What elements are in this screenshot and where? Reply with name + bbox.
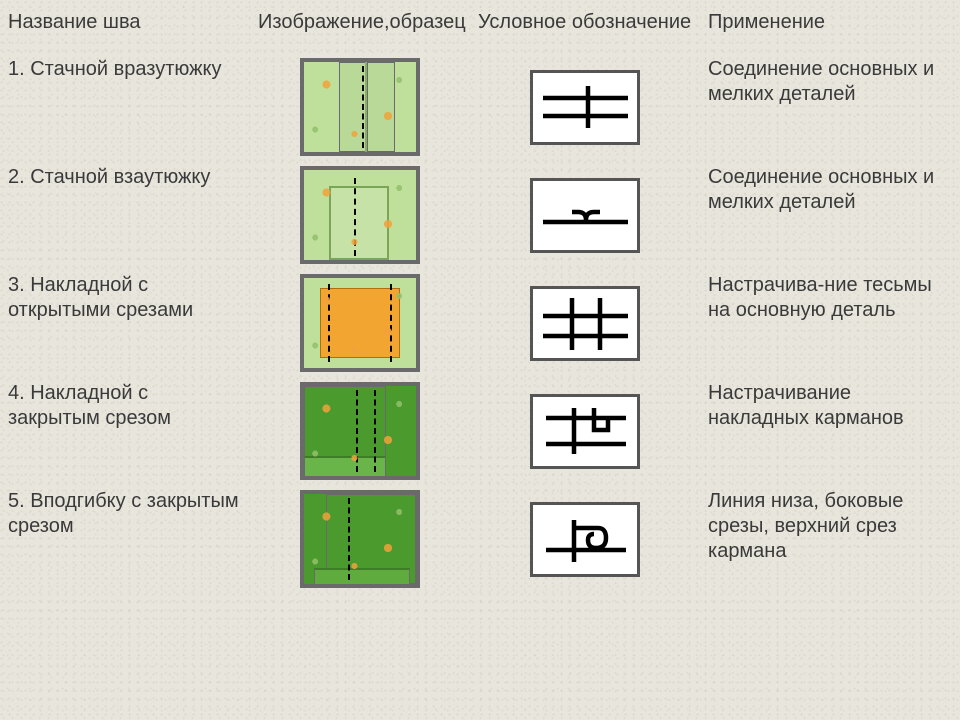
header-symbol: Условное обозначение bbox=[470, 0, 700, 53]
row-image bbox=[250, 269, 470, 377]
row-symbol bbox=[470, 485, 700, 593]
row-image bbox=[250, 485, 470, 593]
row-usage: Настрачивание накладных карманов bbox=[700, 377, 960, 485]
header-image: Изображение,образец bbox=[250, 0, 470, 53]
header-usage: Применение bbox=[700, 0, 960, 53]
row-name: 5. Вподгибку с закрытым срезом bbox=[0, 485, 250, 593]
row-symbol bbox=[470, 377, 700, 485]
fabric-sample-icon bbox=[300, 274, 420, 372]
row-symbol bbox=[470, 53, 700, 161]
row-image bbox=[250, 161, 470, 269]
fabric-sample-icon bbox=[300, 58, 420, 156]
row-usage: Линия низа, боковые срезы, верхний срез … bbox=[700, 485, 960, 593]
fabric-sample-icon bbox=[300, 382, 420, 480]
seam-symbol-icon bbox=[530, 502, 640, 577]
row-symbol bbox=[470, 161, 700, 269]
row-name: 3. Накладной с открытыми срезами bbox=[0, 269, 250, 377]
row-usage: Соединение основных и мелких деталей bbox=[700, 53, 960, 161]
row-image bbox=[250, 53, 470, 161]
row-image bbox=[250, 377, 470, 485]
seam-symbol-icon bbox=[530, 178, 640, 253]
seam-symbol-icon bbox=[530, 70, 640, 145]
seam-symbol-icon bbox=[530, 394, 640, 469]
fabric-sample-icon bbox=[300, 166, 420, 264]
row-name: 1. Стачной вразутюжку bbox=[0, 53, 250, 161]
seam-table: Название шва Изображение,образец Условно… bbox=[0, 0, 960, 593]
row-name: 2. Стачной взаутюжку bbox=[0, 161, 250, 269]
seam-symbol-icon bbox=[530, 286, 640, 361]
row-symbol bbox=[470, 269, 700, 377]
row-name: 4. Накладной с закрытым срезом bbox=[0, 377, 250, 485]
row-usage: Настрачива-ние тесьмы на основную деталь bbox=[700, 269, 960, 377]
header-name: Название шва bbox=[0, 0, 250, 53]
fabric-sample-icon bbox=[300, 490, 420, 588]
row-usage: Соединение основных и мелких деталей bbox=[700, 161, 960, 269]
